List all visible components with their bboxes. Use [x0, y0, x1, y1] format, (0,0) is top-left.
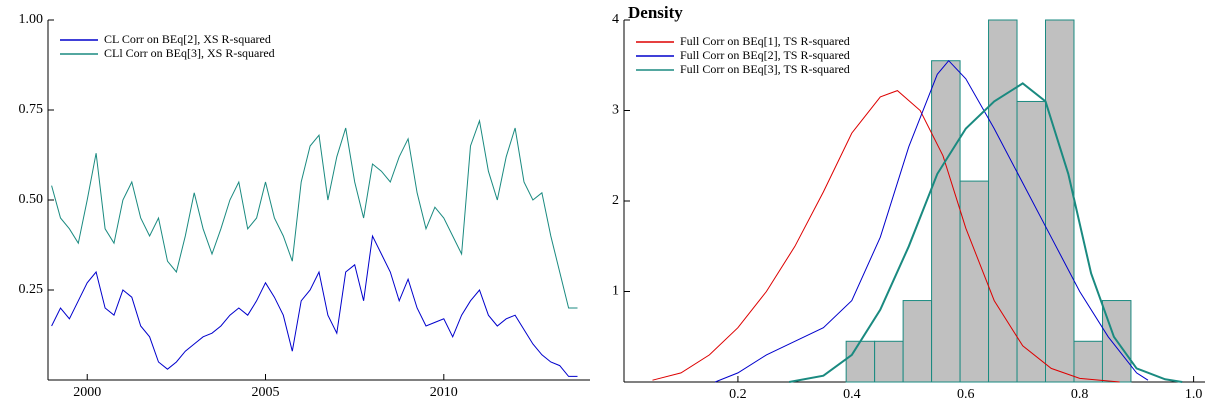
y-tick-label: 3	[612, 103, 619, 118]
x-tick-label: 0.8	[1071, 387, 1089, 402]
histogram-bar	[902, 300, 933, 383]
y-tick-label: 0.50	[19, 192, 44, 207]
histogram-bar	[988, 19, 1018, 383]
histogram-bar	[845, 340, 876, 383]
x-tick-label: 2010	[430, 385, 458, 400]
x-tick-label: 2005	[252, 385, 280, 400]
y-tick-label: 2	[612, 193, 619, 208]
legend-label: Full Corr on BEq[2], TS R-squared	[680, 48, 850, 62]
panel: 1 2 3 4 0.2 0.4 0.6 0.8 1.0 Density Full Corr on B…	[612, 3, 1205, 402]
line	[51, 234, 578, 377]
histogram-bar	[1045, 19, 1075, 383]
density-line	[652, 90, 1120, 383]
chart-title: Density	[628, 3, 683, 22]
legend-label: CL Corr on BEq[2], XS R-squared	[104, 32, 271, 46]
y-tick-label: 1	[612, 284, 619, 299]
y-tick-label: 4	[612, 12, 619, 27]
histogram-bar	[959, 180, 990, 383]
histogram-bar	[931, 60, 961, 383]
x-tick-label: 2000	[73, 385, 101, 400]
density-line	[714, 59, 1149, 383]
legend-label: Full Corr on BEq[1], TS R-squared	[680, 34, 850, 48]
legend-label: CLl Corr on BEq[3], XS R-squared	[104, 46, 275, 60]
x-tick-label: 0.2	[729, 387, 747, 402]
y-tick-label: 0.75	[19, 102, 44, 117]
y-tick-label: 1.00	[19, 12, 44, 27]
histogram-bar	[874, 340, 904, 383]
histogram-bar	[1073, 340, 1103, 383]
x-tick-label: 0.6	[957, 387, 975, 402]
panel: 0.25 0.50 0.75 1.00 2000 2005 2010 CL Corr on B…	[19, 12, 590, 400]
x-tick-label: 1.0	[1185, 387, 1203, 402]
density-line	[789, 82, 1183, 383]
histogram-bar	[1016, 100, 1047, 383]
line	[51, 118, 578, 309]
y-tick-label: 0.25	[19, 282, 44, 297]
x-tick-label: 0.4	[843, 387, 861, 402]
legend-label: Full Corr on BEq[3], TS R-squared	[680, 62, 850, 76]
